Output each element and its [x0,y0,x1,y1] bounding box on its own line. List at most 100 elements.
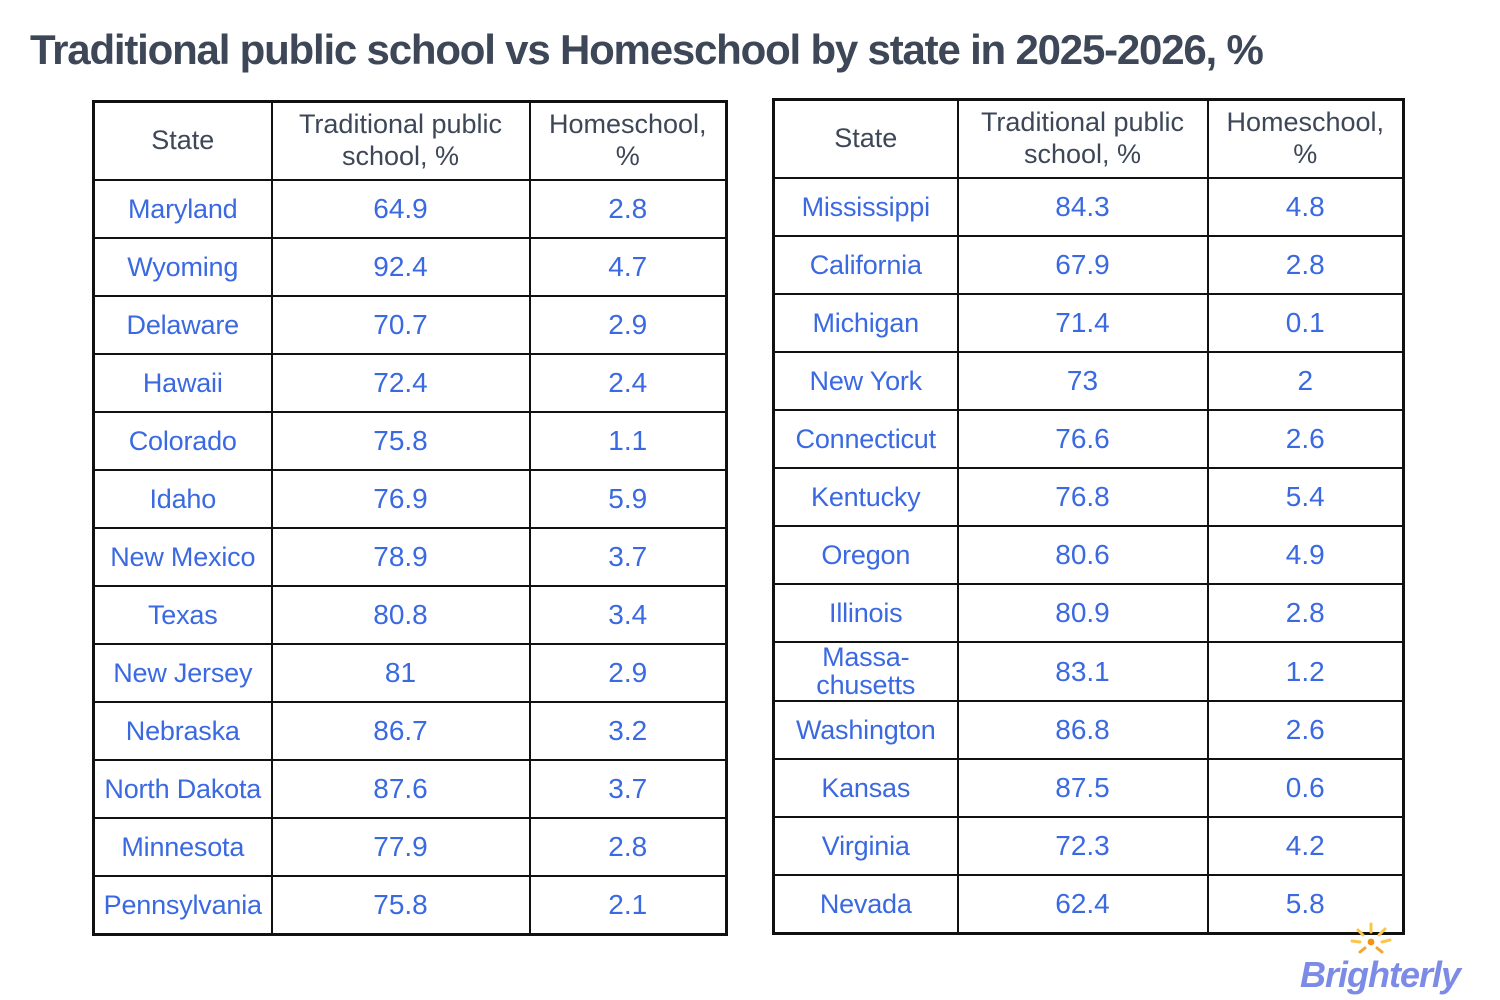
table-row: Kansas 87.5 0.6 [772,757,1405,818]
traditional-value-cell: 80.8 [270,585,531,645]
traditional-value-cell: 70.7 [270,295,531,355]
state-cell: Kentucky [772,467,959,527]
sunburst-icon [1350,922,1392,954]
state-cell: New Jersey [92,643,273,703]
traditional-value-cell: 80.6 [956,525,1209,585]
traditional-value-cell: 64.9 [270,179,531,239]
table-row: Connecticut 76.6 2.6 [772,409,1405,469]
column-header-traditional: Traditional public school, % [956,98,1209,179]
traditional-value-cell: 62.4 [956,873,1209,935]
homeschool-value-cell: 2.6 [1206,409,1405,469]
brighterly-logo: Brighterly [1300,922,1495,998]
state-cell: Maryland [92,179,273,239]
homeschool-value-cell: 2 [1206,351,1405,411]
column-header-homeschool: Homeschool, % [1206,98,1405,179]
logo-text: Brighterly [1300,954,1461,995]
traditional-value-cell: 86.7 [270,701,531,761]
traditional-value-cell: 76.8 [956,467,1209,527]
homeschool-value-cell: 1.1 [528,411,728,471]
homeschool-value-cell: 1.2 [1206,641,1405,702]
header-row: State Traditional public school, % Homes… [772,98,1405,179]
state-cell: Washington [772,699,959,760]
homeschool-value-cell: 2.6 [1206,699,1405,760]
table-row: Colorado 75.8 1.1 [92,411,728,471]
traditional-value-cell: 67.9 [956,235,1209,295]
page-title: Traditional public school vs Homeschool … [30,26,1264,73]
table-row: Michigan 71.4 0.1 [772,293,1405,353]
state-cell: Minnesota [92,817,273,877]
traditional-value-cell: 75.8 [270,411,531,471]
table-row: Minnesota 77.9 2.8 [92,817,728,877]
homeschool-value-cell: 2.8 [1206,235,1405,295]
traditional-value-cell: 76.9 [270,469,531,529]
traditional-value-cell: 81 [270,643,531,703]
table-row: Washington 86.8 2.6 [772,699,1405,760]
traditional-value-cell: 71.4 [956,293,1209,353]
homeschool-value-cell: 4.2 [1206,815,1405,876]
table-row: Wyoming 92.4 4.7 [92,237,728,297]
state-cell: California [772,235,959,295]
traditional-value-cell: 86.8 [956,699,1209,760]
traditional-value-cell: 80.9 [956,583,1209,643]
table-row: Idaho 76.9 5.9 [92,469,728,529]
state-cell: North Dakota [92,759,273,819]
state-cell: Illinois [772,583,959,643]
state-cell: Hawaii [92,353,273,413]
column-header-state: State [92,100,273,181]
state-cell: Colorado [92,411,273,471]
homeschool-value-cell: 3.7 [528,527,728,587]
state-cell: Mississippi [772,177,959,237]
state-cell: Kansas [772,757,959,818]
homeschool-value-cell: 2.8 [1206,583,1405,643]
homeschool-value-cell: 3.7 [528,759,728,819]
homeschool-value-cell: 4.8 [1206,177,1405,237]
states-table-left: State Traditional public school, % Homes… [92,100,728,936]
table-row: Texas 80.8 3.4 [92,585,728,645]
state-cell: New York [772,351,959,411]
traditional-value-cell: 72.4 [270,353,531,413]
table-row: Delaware 70.7 2.9 [92,295,728,355]
table-row: Nevada 62.4 5.8 [772,873,1405,935]
homeschool-value-cell: 5.4 [1206,467,1405,527]
table-row: Maryland 64.9 2.8 [92,179,728,239]
traditional-value-cell: 72.3 [956,815,1209,876]
state-cell: Michigan [772,293,959,353]
state-cell: New Mexico [92,527,273,587]
state-cell: Nevada [772,873,959,935]
column-header-state: State [772,98,959,179]
column-header-traditional: Traditional public school, % [270,100,531,181]
homeschool-value-cell: 2.8 [528,179,728,239]
homeschool-value-cell: 2.4 [528,353,728,413]
state-cell: Virginia [772,815,959,876]
table-row: Illinois 80.9 2.8 [772,583,1405,643]
homeschool-value-cell: 2.9 [528,295,728,355]
table-row: New Jersey 81 2.9 [92,643,728,703]
table-row: Mississippi 84.3 4.8 [772,177,1405,237]
homeschool-value-cell: 5.9 [528,469,728,529]
homeschool-value-cell: 2.8 [528,817,728,877]
state-cell: Texas [92,585,273,645]
table-row: Pennsylvania 75.8 2.1 [92,875,728,936]
traditional-value-cell: 92.4 [270,237,531,297]
table-row: Massa-chusetts 83.1 1.2 [772,641,1405,702]
traditional-value-cell: 77.9 [270,817,531,877]
table-row: Oregon 80.6 4.9 [772,525,1405,585]
traditional-value-cell: 75.8 [270,875,531,936]
states-table-right: State Traditional public school, % Homes… [772,98,1405,935]
state-cell: Oregon [772,525,959,585]
table-row: Kentucky 76.8 5.4 [772,467,1405,527]
state-cell: Massa-chusetts [772,641,959,702]
state-cell: Wyoming [92,237,273,297]
header-row: State Traditional public school, % Homes… [92,100,728,181]
state-cell: Pennsylvania [92,875,273,936]
table-row: New York 73 2 [772,351,1405,411]
table-row: Virginia 72.3 4.2 [772,815,1405,876]
traditional-value-cell: 78.9 [270,527,531,587]
state-cell: Nebraska [92,701,273,761]
table-row: North Dakota 87.6 3.7 [92,759,728,819]
table-row: California 67.9 2.8 [772,235,1405,295]
homeschool-value-cell: 4.7 [528,237,728,297]
traditional-value-cell: 73 [956,351,1209,411]
table-row: New Mexico 78.9 3.7 [92,527,728,587]
